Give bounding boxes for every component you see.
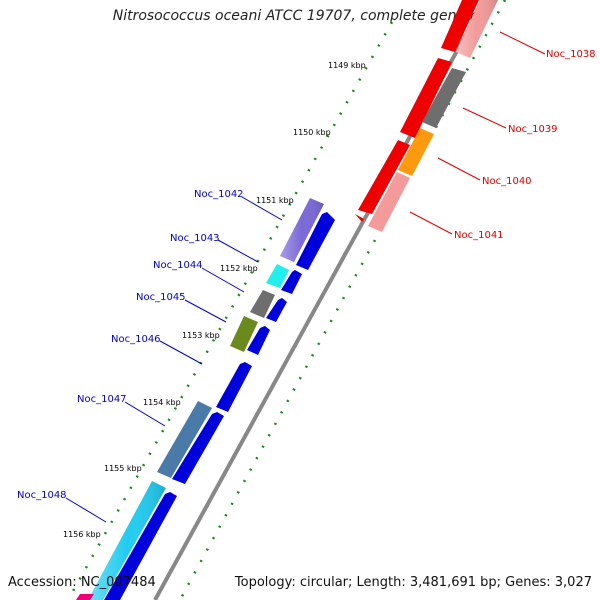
gene-label-noc1042[interactable]: Noc_1042: [194, 189, 244, 200]
gene-noc1038-body[interactable]: [441, 0, 479, 52]
gene-noc1043[interactable]: [281, 270, 302, 294]
leader-line-noc1040: [437, 157, 481, 181]
gene-noc1044[interactable]: [266, 298, 287, 322]
leader-line-noc1041: [409, 211, 453, 235]
partial-gene-bottom: [76, 594, 94, 600]
cog-box-noc1041[interactable]: [368, 172, 410, 232]
kbp-label: 1149 kbp: [328, 61, 366, 70]
gene-noc1040-body[interactable]: [358, 140, 410, 214]
gene-noc1042[interactable]: [296, 212, 335, 270]
gene-label-noc1045[interactable]: Noc_1045: [136, 292, 186, 303]
gene-label-noc1038[interactable]: Noc_1038: [546, 49, 596, 60]
kbp-label: 1156 kbp: [63, 530, 101, 539]
cog-box-noc1044[interactable]: [250, 290, 275, 318]
cog-box-noc1038-shade: [456, 0, 498, 58]
cog-box-noc1039[interactable]: [422, 68, 466, 128]
kbp-label: 1150 kbp: [293, 128, 331, 137]
cog-box-noc1045[interactable]: [230, 316, 258, 352]
leader-line-noc1039: [462, 107, 507, 129]
reverse-strand-genes: [104, 212, 335, 600]
leader-line-noc1038: [499, 31, 546, 55]
cog-box-noc1048-shade: [88, 481, 166, 600]
forward-cog-boxes: [368, 0, 498, 232]
gene-label-noc1043[interactable]: Noc_1043: [170, 233, 220, 244]
kbp-label: 1151 kbp: [256, 196, 294, 205]
gene-label-noc1041[interactable]: Noc_1041: [454, 230, 504, 241]
gene-noc1041-arrow[interactable]: [355, 214, 364, 222]
reverse-cog-boxes: [76, 198, 324, 600]
gene-noc1048[interactable]: [104, 492, 177, 600]
gene-label-noc1046[interactable]: Noc_1046: [111, 334, 161, 345]
kbp-label: 1154 kbp: [143, 398, 181, 407]
leader-line-noc1047: [124, 401, 166, 427]
gene-label-noc1039[interactable]: Noc_1039: [508, 124, 558, 135]
accession-text: Accession: NC_007484: [8, 575, 156, 590]
cog-box-noc1047[interactable]: [157, 401, 212, 478]
gene-noc1046[interactable]: [216, 362, 252, 412]
gene-label-noc1040[interactable]: Noc_1040: [482, 176, 532, 187]
genome-title: Nitrosococcus oceani ATCC 19707, complet…: [112, 8, 488, 24]
leader-line-noc1043: [217, 239, 259, 263]
gene-label-noc1047[interactable]: Noc_1047: [77, 394, 127, 405]
gene-noc1039-body[interactable]: [400, 58, 452, 138]
gene-noc1045[interactable]: [247, 326, 270, 355]
leader-line-noc1044: [201, 267, 245, 293]
tick-track-left: [66, 21, 394, 600]
cog-box-noc1043[interactable]: [266, 264, 289, 288]
cog-box-noc1040[interactable]: [398, 128, 434, 176]
genome-stats-text: Topology: circular; Length: 3,481,691 bp…: [234, 575, 592, 590]
gene-noc1047[interactable]: [172, 412, 224, 484]
kbp-label: 1153 kbp: [182, 331, 220, 340]
leader-line-noc1046: [159, 340, 203, 365]
gene-label-noc1044[interactable]: Noc_1044: [153, 260, 203, 271]
leader-line-noc1048: [65, 497, 107, 523]
forward-strand-genes: [355, 0, 479, 222]
kbp-label: 1152 kbp: [220, 264, 258, 273]
gene-label-noc1048[interactable]: Noc_1048: [17, 490, 67, 501]
leader-line-noc1042: [241, 196, 283, 221]
kbp-label: 1155 kbp: [104, 464, 142, 473]
cog-box-noc1042-shade: [280, 198, 324, 262]
leader-line-noc1045: [184, 299, 227, 323]
